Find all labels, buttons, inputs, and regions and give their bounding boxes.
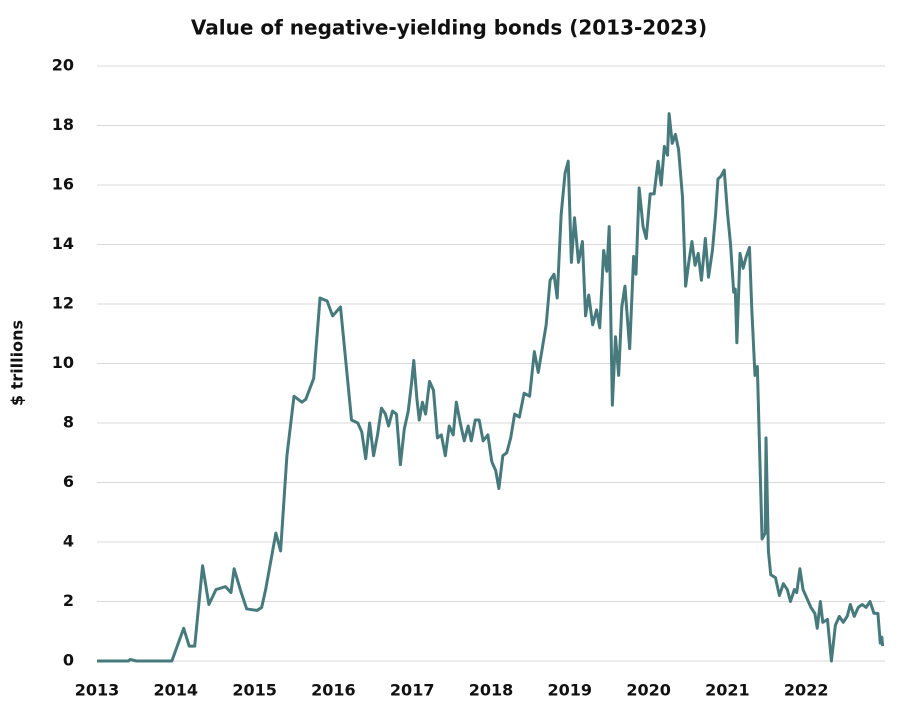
y-tick-label: 20 xyxy=(52,56,74,75)
y-tick-label: 12 xyxy=(52,294,74,313)
y-tick-label: 0 xyxy=(63,651,74,670)
x-tick-label: 2016 xyxy=(311,681,356,700)
x-tick-label: 2020 xyxy=(626,681,671,700)
x-tick-label: 2015 xyxy=(232,681,277,700)
x-tick-label: 2013 xyxy=(75,681,120,700)
y-tick-label: 16 xyxy=(52,175,74,194)
x-tick-label: 2014 xyxy=(154,681,199,700)
y-tick-label: 14 xyxy=(52,234,74,253)
y-tick-label: 18 xyxy=(52,115,74,134)
y-tick-label: 4 xyxy=(63,532,74,551)
y-tick-label: 8 xyxy=(63,413,74,432)
y-tick-label: 6 xyxy=(63,472,74,491)
y-axis-label: $ trillions xyxy=(8,320,27,406)
y-tick-label: 10 xyxy=(52,353,74,372)
data-line xyxy=(97,112,885,663)
x-tick-label: 2018 xyxy=(469,681,514,700)
x-tick-label: 2019 xyxy=(548,681,593,700)
chart-title: Value of negative-yielding bonds (2013-2… xyxy=(191,16,707,40)
x-tick-label: 2017 xyxy=(390,681,435,700)
y-tick-label: 2 xyxy=(63,591,74,610)
x-tick-label: 2021 xyxy=(705,681,750,700)
x-tick-label: 2022 xyxy=(784,681,829,700)
